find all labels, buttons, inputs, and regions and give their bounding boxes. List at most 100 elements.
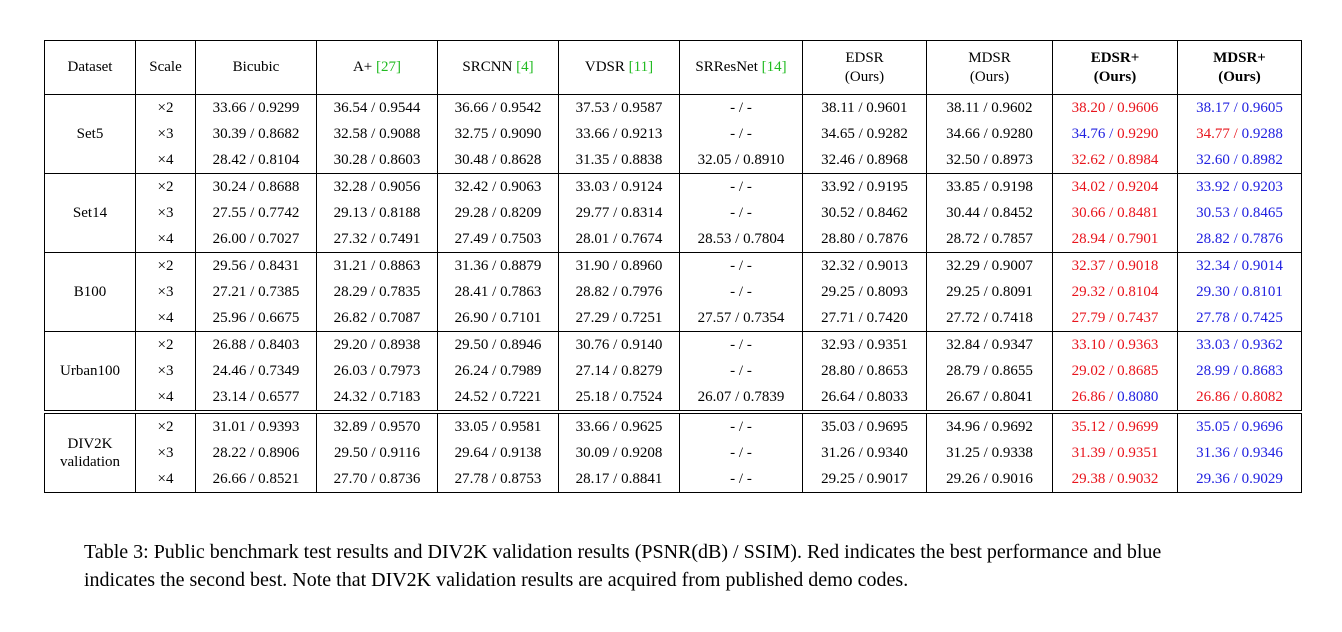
result-row: ×3 27.21 / 0.7385 28.29 / 0.7835 28.41 / 0.… [45,279,1302,305]
result-part: 34.77 / [1196,125,1242,142]
result-cell: 29.64 / 0.9138 [437,440,559,466]
result-cell: 34.96 / 0.9692 [926,412,1053,440]
result-cell: 27.71 / 0.7420 [802,305,927,332]
result-cell: 28.72 / 0.7857 [926,226,1053,253]
result-part: 31.39 / [1071,444,1118,461]
result-part: 26.86 / [1196,388,1242,405]
result-cell: 26.64 / 0.8033 [802,384,927,412]
column-name: SRResNet [695,59,758,75]
result-cell: 30.28 / 0.8603 [316,147,438,174]
result-cell: 36.54 / 0.9544 [316,94,438,121]
column-header: MDSR (Ours) [926,40,1053,95]
column-header: Dataset [44,40,136,95]
result-cell: 31.35 / 0.8838 [558,147,680,174]
result-cell: 27.72 / 0.7418 [926,305,1053,332]
result-cell: 34.76 / 0.9290 [1052,121,1178,147]
scale: ×4 [135,384,196,412]
column-header: VDSR [11] [558,40,680,95]
result-cell: 26.00 / 0.7027 [195,226,317,253]
scale: ×3 [135,279,196,305]
result-cell: 28.41 / 0.7863 [437,279,559,305]
result-part: 28.94 / [1071,230,1118,247]
result-cell: 33.92 / 0.9203 [1177,173,1302,200]
result-part: 0.9288 [1241,125,1283,142]
result-cell: 27.14 / 0.8279 [558,358,680,384]
dataset-group: Set14 ×2 30.24 / 0.8688 32.28 / 0.9056 32.42… [44,173,1302,253]
result-row: ×4 26.00 / 0.7027 27.32 / 0.7491 27.49 / 0.… [45,226,1302,253]
scale: ×3 [135,358,196,384]
result-cell: 32.75 / 0.9090 [437,121,559,147]
result-cell: 29.50 / 0.9116 [316,440,438,466]
result-part: 34.76 / [1071,125,1118,142]
column-name: EDSR+ [1090,49,1140,66]
citation: [27] [376,59,402,75]
column-subtitle: (Ours) [844,68,885,85]
result-part: 35.12 / [1071,418,1118,435]
result-part: 38.17 / [1196,99,1242,116]
result-cell: 24.32 / 0.7183 [316,384,438,412]
scale: ×3 [135,121,196,147]
citation: [14] [761,59,787,75]
scale: ×2 [135,94,196,121]
dataset-group: Set5 ×2 33.66 / 0.9299 36.54 / 0.9544 36.66 … [44,94,1302,174]
result-cell: 32.37 / 0.9018 [1052,252,1178,279]
result-cell: 25.18 / 0.7524 [558,384,680,412]
result-cell: 32.62 / 0.8984 [1052,147,1178,174]
result-cell: 29.20 / 0.8938 [316,331,438,358]
result-cell: 26.86 / 0.8082 [1177,384,1302,412]
dataset-name: Urban100 [44,331,136,412]
result-cell: 32.28 / 0.9056 [316,173,438,200]
column-name: SRCNN [462,59,513,75]
column-header: Scale [135,40,196,95]
result-part: 0.9204 [1117,178,1159,195]
result-cell: - / - [679,121,803,147]
result-part: 28.82 / [1196,230,1242,247]
column-name: VDSR [584,59,625,75]
result-cell: 26.88 / 0.8403 [195,331,317,358]
result-cell: - / - [679,200,803,226]
result-cell: 31.90 / 0.8960 [558,252,680,279]
result-cell: 30.48 / 0.8628 [437,147,559,174]
result-part: 29.02 / [1071,362,1118,379]
result-cell: 29.13 / 0.8188 [316,200,438,226]
result-part: 0.9606 [1117,99,1159,116]
result-cell: 28.17 / 0.8841 [558,466,680,493]
result-part: 29.30 / [1196,283,1242,300]
result-row: ×3 30.39 / 0.8682 32.58 / 0.9088 32.75 / 0.… [45,121,1302,147]
result-row: B100 ×2 29.56 / 0.8431 31.21 / 0.8863 31.36 … [44,252,1302,332]
result-cell: 32.60 / 0.8982 [1177,147,1302,174]
scale: ×4 [135,147,196,174]
scale: ×2 [135,173,196,200]
result-cell: 27.55 / 0.7742 [195,200,317,226]
result-cell: 29.30 / 0.8101 [1177,279,1302,305]
result-cell: 35.05 / 0.9696 [1177,412,1302,440]
result-cell: 38.20 / 0.9606 [1052,94,1178,121]
result-cell: 31.36 / 0.8879 [437,252,559,279]
result-cell: 27.78 / 0.8753 [437,466,559,493]
result-row: Set14 ×2 30.24 / 0.8688 32.28 / 0.9056 32.42… [44,173,1302,253]
scale: ×3 [135,440,196,466]
result-part: 0.9696 [1241,418,1283,435]
result-cell: - / - [679,279,803,305]
result-row: ×3 28.22 / 0.8906 29.50 / 0.9116 29.64 / 0.… [45,440,1302,466]
result-cell: 26.67 / 0.8041 [926,384,1053,412]
result-part: 35.05 / [1196,418,1242,435]
result-part: 0.9351 [1117,444,1159,461]
column-header: MDSR+ (Ours) [1177,40,1302,95]
result-row: Set5 ×2 33.66 / 0.9299 36.54 / 0.9544 36.66 … [44,94,1302,174]
result-cell: 29.28 / 0.8209 [437,200,559,226]
result-cell: - / - [679,358,803,384]
result-cell: 26.03 / 0.7973 [316,358,438,384]
result-cell: 30.44 / 0.8452 [926,200,1053,226]
result-cell: 35.12 / 0.9699 [1052,412,1178,440]
caption: Table 3: Public benchmark test results a… [84,541,1162,591]
result-cell: 33.85 / 0.9198 [926,173,1053,200]
result-row: ×4 26.66 / 0.8521 27.70 / 0.8736 27.78 / 0.… [45,466,1302,493]
result-cell: 32.89 / 0.9570 [316,412,438,440]
result-part: 0.7437 [1117,309,1159,326]
result-cell: 32.29 / 0.9007 [926,252,1053,279]
result-part: 32.60 / [1196,151,1242,168]
result-cell: 30.76 / 0.9140 [558,331,680,358]
result-cell: 28.99 / 0.8683 [1177,358,1302,384]
result-cell: 32.42 / 0.9063 [437,173,559,200]
